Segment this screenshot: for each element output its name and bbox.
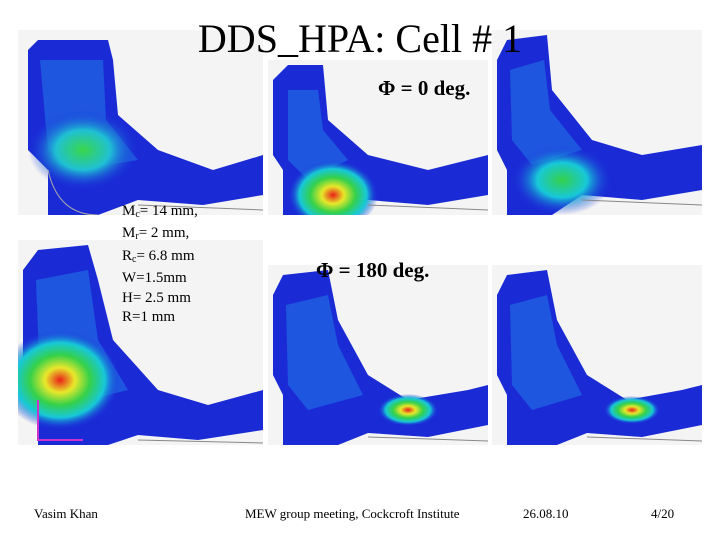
phase-label-top: Φ = 0 deg. <box>378 76 471 100</box>
field-plot-bottom-middle <box>268 265 488 445</box>
field-plot-bottom-right-graphic <box>492 265 702 445</box>
field-plot-top-right <box>492 30 702 215</box>
param-line: W=1.5mm <box>122 270 187 287</box>
param-line: H= 2.5 mm <box>122 289 191 306</box>
footer-event: MEW group meeting, Cockcroft Institute <box>245 506 460 521</box>
footer-date: 26.08.10 <box>523 506 569 521</box>
phase-label-bottom: Φ = 180 deg. <box>316 258 430 282</box>
param-line: Mc= 14 mm, <box>122 203 198 220</box>
field-plot-top-left <box>18 30 263 215</box>
footer-author: Vasim Khan <box>34 506 98 521</box>
slide-title: DDS_HPA: Cell # 1 <box>197 16 523 61</box>
field-plot-top-left-graphic <box>18 30 263 215</box>
field-plot-top-right-graphic <box>492 30 702 215</box>
field-plot-bottom-left-graphic <box>18 240 263 445</box>
field-plot-bottom-right <box>492 265 702 445</box>
field-plot-bottom-left <box>18 240 263 445</box>
param-line: Mr= 2 mm, <box>122 225 190 243</box>
field-plot-top-middle <box>268 60 488 215</box>
field-plot-top-middle-graphic <box>268 60 488 215</box>
footer-page-number: 4/20 <box>651 506 675 521</box>
field-plot-bottom-middle-graphic <box>268 265 488 445</box>
param-line: R=1 mm <box>122 309 176 326</box>
cell-parameters: Mc= 14 mm, Mr= 2 mm, Rc= 6.8 mm W=1.5mm … <box>122 202 198 327</box>
param-line: Rc= 6.8 mm <box>122 247 195 265</box>
